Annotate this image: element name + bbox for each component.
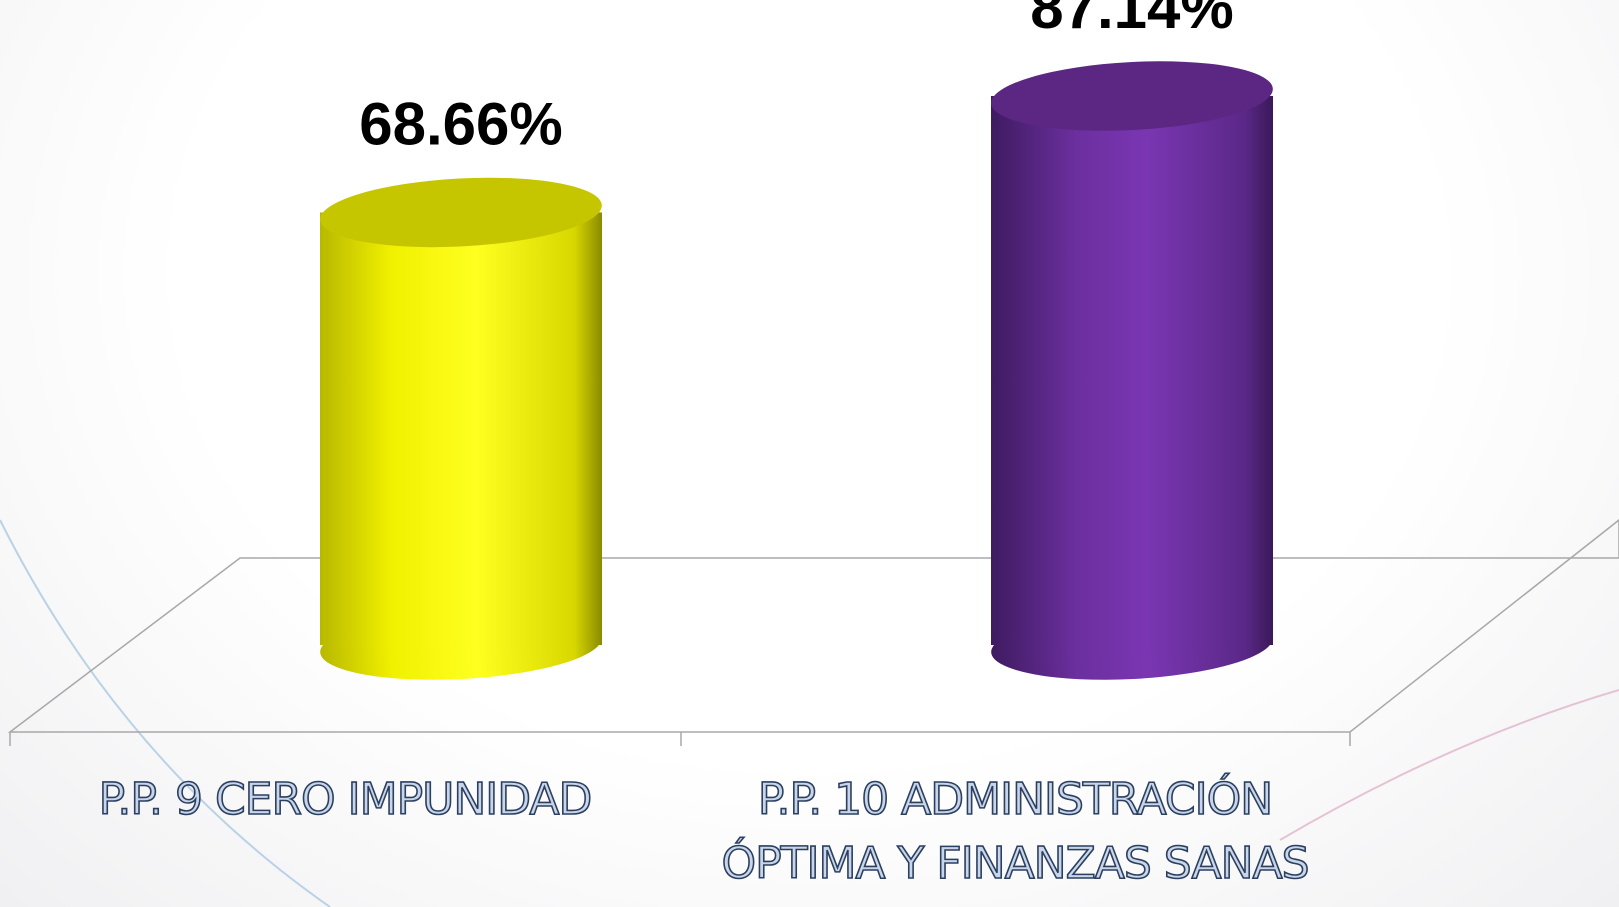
decor-curve (0, 519, 331, 907)
floor (7, 519, 1619, 733)
cylinder-top (320, 177, 602, 248)
decor-curve (1279, 689, 1619, 841)
cylinder-body (320, 212, 602, 645)
cylinder-top (991, 61, 1273, 131)
cylinder-body (991, 96, 1273, 645)
value-label: 87.14% (1030, 0, 1234, 41)
category-label: P.P. 10 ADMINISTRACIÓN ÓPTIMA Y FINANZAS… (721, 773, 1311, 890)
value-label: 68.66% (359, 90, 563, 157)
category-label: P.P. 9 CERO IMPUNIDAD (98, 773, 593, 826)
